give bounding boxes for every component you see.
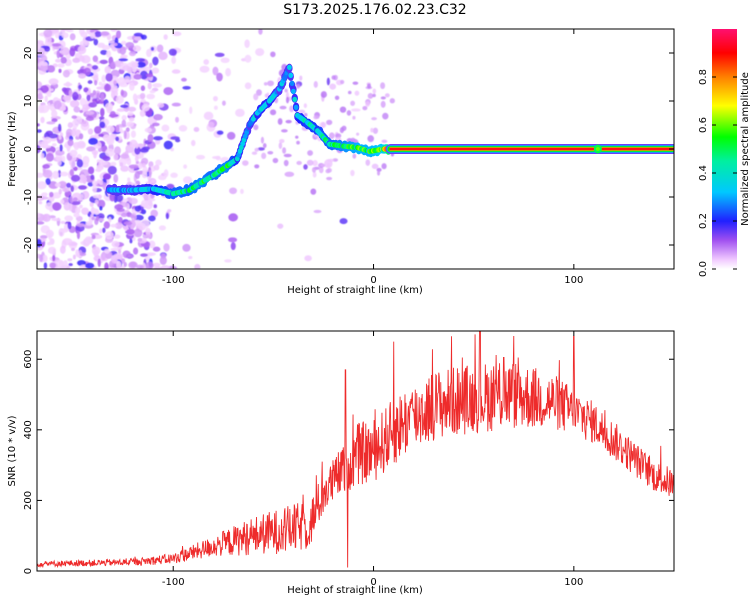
heatmap-x-tick-label: 100 bbox=[564, 275, 583, 286]
snr-series-line bbox=[37, 331, 674, 569]
snr-y-ticks: 0 200 400 600 bbox=[23, 350, 674, 574]
heatmap-cells bbox=[37, 29, 674, 269]
colorbar-tick-label: 0.0 bbox=[698, 261, 709, 277]
snr-x-tick-label: 100 bbox=[564, 577, 583, 588]
snr-x-ticks: -100 0 100 bbox=[162, 331, 583, 588]
heatmap-x-tick-label: -100 bbox=[162, 275, 185, 286]
heatmap-y-ticks: -20 -10 0 10 20 bbox=[23, 47, 674, 253]
heatmap-y-axis-label: Frequency (Hz) bbox=[7, 111, 18, 187]
heatmap-y-tick-label: -20 bbox=[23, 237, 34, 253]
heatmap-y-tick-label: 20 bbox=[23, 47, 34, 60]
colorbar-gradient bbox=[712, 29, 737, 269]
snr-frame bbox=[36, 330, 675, 572]
colorbar-tick-label: 0.8 bbox=[698, 69, 709, 85]
colorbar: 0.0 0.2 0.4 0.6 0.8 Normalized spectral ampl… bbox=[698, 29, 750, 277]
chart-title: S173.2025.176.02.23.C32 bbox=[283, 2, 467, 18]
heatmap-y-tick-label: 10 bbox=[23, 95, 34, 108]
heatmap-x-axis-label: Height of straight line (km) bbox=[287, 285, 423, 296]
snr-x-tick-label: 0 bbox=[370, 577, 376, 588]
snr-y-axis-label: SNR (10 * v/v) bbox=[7, 415, 18, 486]
snr-y-tick-label: 200 bbox=[23, 491, 34, 510]
heatmap-x-tick-label: 0 bbox=[370, 275, 376, 286]
snr-panel: -100 0 100 0 200 400 600 Height of straight l… bbox=[7, 330, 675, 596]
colorbar-ticks: 0.0 0.2 0.4 0.6 0.8 bbox=[698, 69, 737, 277]
snr-y-tick-label: 600 bbox=[23, 350, 34, 369]
snr-x-axis-label: Height of straight line (km) bbox=[287, 585, 423, 596]
colorbar-tick-label: 0.6 bbox=[698, 117, 709, 133]
colorbar-tick-label: 0.4 bbox=[698, 165, 709, 181]
colorbar-tick-label: 0.2 bbox=[698, 213, 709, 229]
heatmap-y-tick-label: -10 bbox=[23, 189, 34, 205]
snr-y-tick-label: 0 bbox=[23, 568, 34, 574]
heatmap-x-ticks: -100 0 100 bbox=[162, 29, 583, 286]
heatmap-y-tick-label: 0 bbox=[23, 146, 34, 152]
snr-x-tick-label: -100 bbox=[162, 577, 185, 588]
snr-y-tick-label: 400 bbox=[23, 420, 34, 439]
colorbar-label: Normalized spectral amplitude bbox=[740, 72, 750, 226]
